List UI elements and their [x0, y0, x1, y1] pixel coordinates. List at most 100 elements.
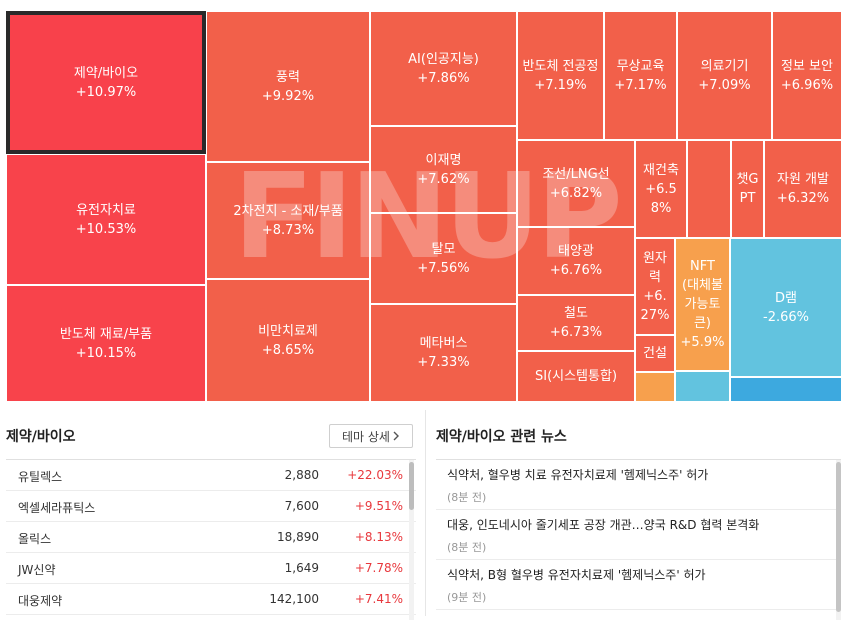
- treemap-tile-change: +9.92%: [261, 88, 315, 104]
- news-title[interactable]: 식약처, B형 혈우병 유전자치료제 '헴제닉스주' 허가: [447, 568, 706, 582]
- treemap-tile-change: +8.73%: [261, 222, 315, 238]
- theme-treemap: 제약/바이오 +10.97% 유전자치료 +10.53% 반도체 재료/부품 +10.15…: [6, 11, 842, 402]
- stock-name: 대웅제약: [18, 594, 63, 608]
- treemap-tile-name: 반도체 전공정: [522, 58, 599, 74]
- treemap-tile[interactable]: [730, 377, 842, 402]
- treemap-tile[interactable]: 메타버스 +7.33%: [370, 304, 517, 402]
- treemap-tile[interactable]: 비만치료제 +8.65%: [206, 279, 370, 402]
- stock-list-scrollbar[interactable]: [409, 460, 414, 620]
- treemap-tile[interactable]: 챗GPT: [731, 140, 764, 238]
- treemap-tile-name: 태양광: [558, 244, 594, 259]
- news-list-scrollbar[interactable]: [836, 460, 841, 620]
- treemap-tile[interactable]: D램 -2.66%: [730, 238, 842, 377]
- news-panel-title: 제약/바이오 관련 뉴스: [436, 429, 567, 445]
- treemap-tile-change: -2.66%: [763, 309, 809, 325]
- treemap-tile[interactable]: 반도체 재료/부품 +10.15%: [6, 285, 206, 402]
- treemap-tile-name: SI(시스템통합): [534, 369, 618, 384]
- treemap-tile[interactable]: 재건축 +6.58%: [635, 140, 687, 238]
- treemap-tile-name: 정보 보안: [781, 58, 833, 74]
- treemap-tile[interactable]: 조선/LNG선 +6.82%: [517, 140, 635, 227]
- treemap-tile-change: +5.9%: [680, 335, 725, 350]
- treemap-tile[interactable]: AI(인공지능) +7.86%: [370, 11, 517, 126]
- treemap-tile-name: 유전자치료: [76, 202, 136, 218]
- treemap-tile[interactable]: [635, 372, 675, 402]
- stock-price: 2,880: [284, 468, 319, 482]
- treemap-tile-name: 무상교육: [616, 58, 665, 74]
- treemap-tile-name: 메타버스: [419, 336, 468, 351]
- theme-panel-title: 제약/바이오: [6, 429, 76, 445]
- treemap-tile[interactable]: 자원 개발 +6.32%: [764, 140, 842, 238]
- treemap-tile-change: +10.97%: [75, 84, 137, 100]
- theme-detail-button[interactable]: 테마 상세: [329, 424, 413, 448]
- treemap-tile-name: AI(인공지능): [408, 51, 479, 67]
- stock-change: +7.41%: [354, 592, 403, 606]
- stock-row[interactable]: 유틸렉스 2,880 +22.03%: [6, 460, 416, 491]
- stock-name: 엑셀세라퓨틱스: [18, 501, 96, 515]
- news-list: 식약처, 혈우병 치료 유전자치료제 '헴제닉스주' 허가 (8분 전) 대웅, 인…: [436, 459, 841, 620]
- stock-price: 1,649: [284, 561, 319, 575]
- treemap-tile-change: +7.09%: [698, 77, 751, 93]
- treemap-tile[interactable]: 2차전지 - 소재/부품 +8.73%: [206, 162, 370, 279]
- treemap-tile[interactable]: 건설: [635, 335, 675, 372]
- treemap-tile-change: +7.17%: [614, 77, 667, 93]
- treemap-tile[interactable]: 풍력 +9.92%: [206, 11, 370, 162]
- treemap-tile-change: +6.27%: [640, 288, 670, 323]
- treemap-tile-change: +6.58%: [645, 181, 677, 216]
- treemap-tile[interactable]: 탈모 +7.56%: [370, 213, 517, 304]
- news-time: (9분 전): [447, 591, 487, 604]
- news-item[interactable]: 식약처, 혈우병 치료 유전자치료제 '헴제닉스주' 허가 (8분 전): [436, 460, 841, 510]
- news-title[interactable]: 대웅, 인도네시아 줄기세포 공장 개관…양국 R&D 협력 본격화: [447, 518, 760, 532]
- news-title[interactable]: 식약처, 혈우병 치료 유전자치료제 '헴제닉스주' 허가: [447, 468, 709, 482]
- stock-price: 142,100: [269, 592, 319, 606]
- stock-row[interactable]: 올릭스 18,890 +8.13%: [6, 522, 416, 553]
- treemap-tile[interactable]: 정보 보안 +6.96%: [772, 11, 842, 140]
- treemap-tile[interactable]: 유전자치료 +10.53%: [6, 154, 206, 285]
- treemap-tile-change: +8.65%: [261, 342, 315, 358]
- stock-name: JW신약: [18, 563, 56, 577]
- treemap-tile-name: 재건축: [643, 162, 679, 178]
- treemap-tile-change: +7.33%: [417, 355, 470, 370]
- news-item[interactable]: 식약처, B형 혈우병 유전자치료제 '헴제닉스주' 허가 (9분 전): [436, 560, 841, 610]
- treemap-tile-name: 의료기기: [700, 58, 749, 74]
- treemap-tile-change: +6.32%: [776, 191, 830, 206]
- treemap-tile-change: +7.62%: [417, 171, 470, 187]
- treemap-tile-change: +6.82%: [549, 185, 603, 201]
- treemap-tile[interactable]: 무상교육 +7.17%: [604, 11, 677, 140]
- news-panel: 제약/바이오 관련 뉴스 식약처, 혈우병 치료 유전자치료제 '헴제닉스주' …: [425, 410, 854, 620]
- treemap-tile-name: 건설: [643, 346, 667, 361]
- news-time: (8분 전): [447, 491, 487, 504]
- treemap-tile-name: 반도체 재료/부품: [59, 326, 153, 342]
- stock-change: +22.03%: [347, 468, 403, 482]
- treemap-tile[interactable]: 반도체 전공정 +7.19%: [517, 11, 604, 140]
- treemap-tile-change: +7.56%: [417, 260, 470, 276]
- treemap-tile[interactable]: NFT (대체불가능토큰) +5.9%: [675, 238, 730, 371]
- news-time: (8분 전): [447, 541, 487, 554]
- treemap-tile[interactable]: 제약/바이오 +10.97%: [6, 11, 206, 154]
- stock-row[interactable]: JW신약 1,649 +7.78%: [6, 553, 416, 584]
- treemap-tile-change: +7.19%: [534, 77, 587, 93]
- scroll-thumb[interactable]: [409, 462, 414, 510]
- treemap-tile-name: 2차전지 - 소재/부품: [233, 203, 343, 219]
- treemap-tile[interactable]: 의료기기 +7.09%: [677, 11, 772, 140]
- chevron-right-icon: [393, 431, 399, 441]
- treemap-tile[interactable]: 원자력 +6.27%: [635, 238, 675, 335]
- treemap-tile-name: 풍력: [276, 69, 300, 85]
- treemap-tile-name: D램: [775, 290, 797, 306]
- treemap-tile-name: 제약/바이오: [73, 65, 139, 81]
- treemap-tile-name: 원자력: [643, 250, 667, 285]
- treemap-tile-name: 철도: [564, 306, 588, 321]
- treemap-tile-change: +6.76%: [549, 263, 603, 278]
- treemap-tile[interactable]: [675, 371, 730, 402]
- treemap-tile[interactable]: 이재명 +7.62%: [370, 126, 517, 213]
- treemap-tile-name: NFT (대체불가능토큰): [682, 259, 723, 331]
- stock-row[interactable]: 엑셀세라퓨틱스 7,600 +9.51%: [6, 491, 416, 522]
- treemap-tile[interactable]: 태양광 +6.76%: [517, 227, 635, 295]
- stock-change: +7.78%: [354, 561, 403, 575]
- stock-row[interactable]: 대웅제약 142,100 +7.41%: [6, 584, 416, 615]
- stock-price: 18,890: [277, 530, 319, 544]
- scroll-thumb[interactable]: [836, 462, 841, 612]
- treemap-tile[interactable]: [687, 140, 731, 238]
- treemap-tile[interactable]: 철도 +6.73%: [517, 295, 635, 351]
- treemap-tile[interactable]: SI(시스템통합): [517, 351, 635, 402]
- news-item[interactable]: 대웅, 인도네시아 줄기세포 공장 개관…양국 R&D 협력 본격화 (8분 전): [436, 510, 841, 560]
